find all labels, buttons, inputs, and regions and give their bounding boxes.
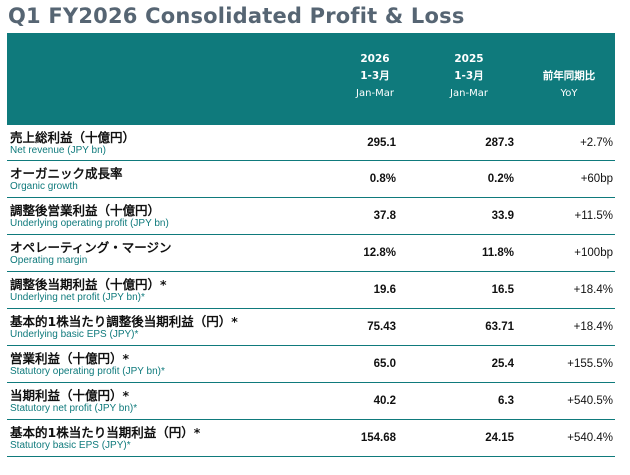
table-header: 2026 1-3月 Jan-Mar 2025 1-3月 Jan-Mar 前年同期… <box>7 33 615 125</box>
header-label: 前年同期比 <box>542 70 596 82</box>
value-yoy: +2.7% <box>580 137 613 149</box>
value-2025: 0.2% <box>487 173 514 185</box>
table-row: 売上総利益（十億円） Net revenue (JPY bn) 295.1 287.3… <box>7 125 615 161</box>
row-label-en: Underlying operating profit (JPY bn) <box>10 218 169 229</box>
header-col-yoy: 前年同期比 YoY <box>527 51 611 102</box>
value-2025: 33.9 <box>491 210 514 222</box>
value-2026: 154.68 <box>360 432 396 444</box>
value-2026: 295.1 <box>367 137 396 149</box>
value-2025: 287.3 <box>485 137 514 149</box>
row-label-jp: オーガニック成長率 <box>10 166 123 181</box>
header-sub: Jan-Mar <box>450 88 488 99</box>
row-label-en: Operating margin <box>10 255 88 266</box>
row-label-en: Underlying basic EPS (JPY)* <box>10 329 139 340</box>
row-label-jp: オペレーティング・マージン <box>10 240 172 255</box>
value-yoy: +60bp <box>580 173 613 185</box>
row-label-en: Organic growth <box>10 181 78 192</box>
header-col-2025: 2025 1-3月 Jan-Mar <box>427 51 511 102</box>
value-2026: 40.2 <box>373 395 396 407</box>
header-col-2026: 2026 1-3月 Jan-Mar <box>333 51 417 102</box>
value-2025: 11.8% <box>482 247 514 259</box>
row-label-en: Net revenue (JPY bn) <box>10 145 106 156</box>
value-2026: 19.6 <box>373 284 396 296</box>
value-2025: 25.4 <box>491 358 514 370</box>
header-period: 1-3月 <box>454 70 484 82</box>
row-label-jp: 調整後営業利益（十億円） <box>10 203 161 218</box>
value-yoy: +540.5% <box>567 395 613 407</box>
value-2026: 37.8 <box>373 210 396 222</box>
header-sub: Jan-Mar <box>356 88 394 99</box>
value-2025: 24.15 <box>485 432 514 444</box>
value-2026: 12.8% <box>363 247 396 259</box>
table-row: 調整後営業利益（十億円） Underlying operating profit … <box>7 198 615 235</box>
value-2025: 16.5 <box>491 284 514 296</box>
value-yoy: +100bp <box>574 247 613 259</box>
header-sub: YoY <box>560 88 578 99</box>
header-period: 1-3月 <box>360 70 390 82</box>
value-yoy: +540.4% <box>567 432 613 444</box>
row-label-en: Underlying net profit (JPY bn)* <box>10 292 145 303</box>
table-row: 当期利益（十億円）* Statutory net profit (JPY bn)*… <box>7 383 615 420</box>
row-label-en: Statutory operating profit (JPY bn)* <box>10 366 165 377</box>
header-year: 2026 <box>360 53 390 65</box>
table-body: 売上総利益（十億円） Net revenue (JPY bn) 295.1 287.3… <box>7 125 615 457</box>
table-row: 調整後当期利益（十億円）* Underlying net profit (JPY … <box>7 272 615 309</box>
pl-table: 2026 1-3月 Jan-Mar 2025 1-3月 Jan-Mar 前年同期… <box>7 33 615 457</box>
value-2026: 65.0 <box>373 358 396 370</box>
row-label-jp: 基本的1株当たり当期利益（円）* <box>10 425 201 440</box>
table-row: 営業利益（十億円）* Statutory operating profit (JP… <box>7 346 615 383</box>
row-label-en: Statutory net profit (JPY bn)* <box>10 403 138 414</box>
table-row: オーガニック成長率 Organic growth 0.8% 0.2% +60bp <box>7 161 615 198</box>
value-2026: 0.8% <box>369 173 396 185</box>
row-label-en: Statutory basic EPS (JPY)* <box>10 440 131 451</box>
header-year: 2025 <box>454 53 484 65</box>
value-2025: 6.3 <box>498 395 514 407</box>
row-label-jp: 調整後当期利益（十億円）* <box>10 277 167 292</box>
value-yoy: +18.4% <box>573 284 613 296</box>
row-label-jp: 売上総利益（十億円） <box>10 130 136 145</box>
table-row: オペレーティング・マージン Operating margin 12.8% 11.8% +… <box>7 235 615 272</box>
table-row: 基本的1株当たり調整後当期利益（円）* Underlying basic EPS … <box>7 309 615 346</box>
row-label-jp: 基本的1株当たり調整後当期利益（円）* <box>10 314 238 329</box>
value-2026: 75.43 <box>367 321 396 333</box>
value-yoy: +11.5% <box>574 210 613 222</box>
table-row: 基本的1株当たり当期利益（円）* Statutory basic EPS (JPY… <box>7 420 615 457</box>
page-title: Q1 FY2026 Consolidated Profit & Loss <box>8 4 465 28</box>
value-yoy: +18.4% <box>573 321 613 333</box>
row-label-jp: 当期利益（十億円）* <box>10 388 130 403</box>
value-yoy: +155.5% <box>567 358 613 370</box>
value-2025: 63.71 <box>485 321 514 333</box>
row-label-jp: 営業利益（十億円）* <box>10 351 130 366</box>
